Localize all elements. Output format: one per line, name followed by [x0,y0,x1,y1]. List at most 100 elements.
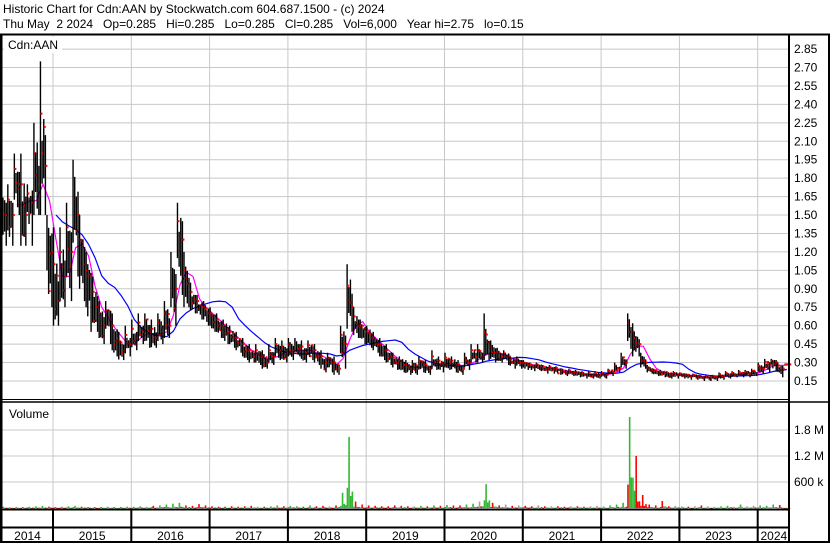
volume-bar [633,490,636,508]
volume-bar [31,507,34,509]
volume-bar [258,507,261,509]
quote-summary: Thu May 2 2024 Op=0.285 Hi=0.285 Lo=0.28… [3,17,524,31]
volume-bar [619,507,621,509]
volume-bar [118,507,120,509]
volume-bar [615,504,618,508]
volume-bar [601,507,603,509]
close-tick [575,370,578,373]
volume-bar [708,507,711,509]
volume-bar [214,507,217,509]
volume-bar [625,506,628,508]
close-tick [340,333,343,336]
volume-bar [67,506,70,508]
volume-bar [374,505,376,508]
volume-bar [650,507,652,509]
volume-bar [335,505,337,508]
volume-bar [623,507,626,508]
volume-bar [137,507,140,509]
volume-bar [191,505,194,508]
volume-bar [305,507,308,509]
volume-bar [730,507,732,509]
volume-bar [589,506,592,508]
volume-bar [451,507,453,509]
volume-bar [382,507,385,509]
volume-bar [648,504,651,508]
close-tick [190,290,193,293]
volume-bar [75,507,78,509]
close-tick [311,344,314,347]
volume-bar [756,507,758,509]
close-tick [353,315,356,318]
volume-bar [526,507,528,509]
volume-bar [410,507,412,509]
volume-bar [659,506,662,508]
volume-bar [544,506,546,508]
volume-bar [470,507,473,509]
volume-bar [498,505,500,508]
price-tick-label: 1.50 [794,208,818,222]
volume-bar [426,506,429,508]
volume-bar [770,507,773,509]
volume-bar [54,507,57,508]
price-tick-label: 1.95 [794,153,818,167]
close-tick [255,349,258,352]
volume-bar [217,506,220,508]
volume-bar [697,507,699,509]
close-tick [785,363,788,366]
volume-bar [407,506,409,508]
price-tick-label: 2.55 [794,79,818,93]
volume-bar [778,504,781,508]
close-tick [777,364,780,367]
volume-bar [473,506,476,508]
volume-bar [774,507,776,508]
close-tick [544,369,547,372]
close-tick [719,373,722,376]
volume-bar [150,507,153,509]
volume-bar [49,507,52,509]
volume-bar [312,507,315,509]
volume-bar [188,507,191,508]
volume-bar [477,506,479,508]
volume-bar [785,507,788,509]
close-tick [40,112,43,115]
volume-bar [437,507,440,509]
volume-bar [128,507,130,509]
close-tick [639,343,642,346]
volume-bar [358,506,360,508]
volume-bar [186,507,189,509]
volume-bar [330,507,332,509]
price-tick-label: 2.40 [794,97,818,111]
volume-bar [521,507,523,509]
volume-bar [444,507,447,508]
volume-bar [7,507,9,509]
price-tick-label: 0.15 [794,374,818,388]
volume-bar [48,506,50,508]
volume-bar [299,507,301,509]
volume-bar [59,507,62,509]
volume-bar [175,507,177,508]
volume-bar [571,507,574,509]
volume-bar [739,504,742,508]
volume-bar [656,507,659,509]
year-label: 2024 [760,529,787,543]
volume-bar [354,501,357,508]
close-tick [259,351,262,354]
volume-bar [71,507,73,509]
close-tick [549,365,552,368]
volume-bar [694,506,696,508]
close-tick [529,363,532,366]
year-label: 2022 [627,529,654,543]
volume-bar [496,507,499,509]
volume-bar [167,507,169,508]
volume-bar [712,507,714,509]
volume-bar [583,506,585,508]
volume-bar [15,506,18,508]
volume-bar [467,507,469,509]
volume-bar [576,506,579,508]
volume-bar [578,507,580,509]
volume-bar [734,507,737,509]
volume-bar [539,507,541,509]
volume-bar [718,507,721,509]
volume-bar [641,495,644,508]
volume-bar [560,507,562,509]
